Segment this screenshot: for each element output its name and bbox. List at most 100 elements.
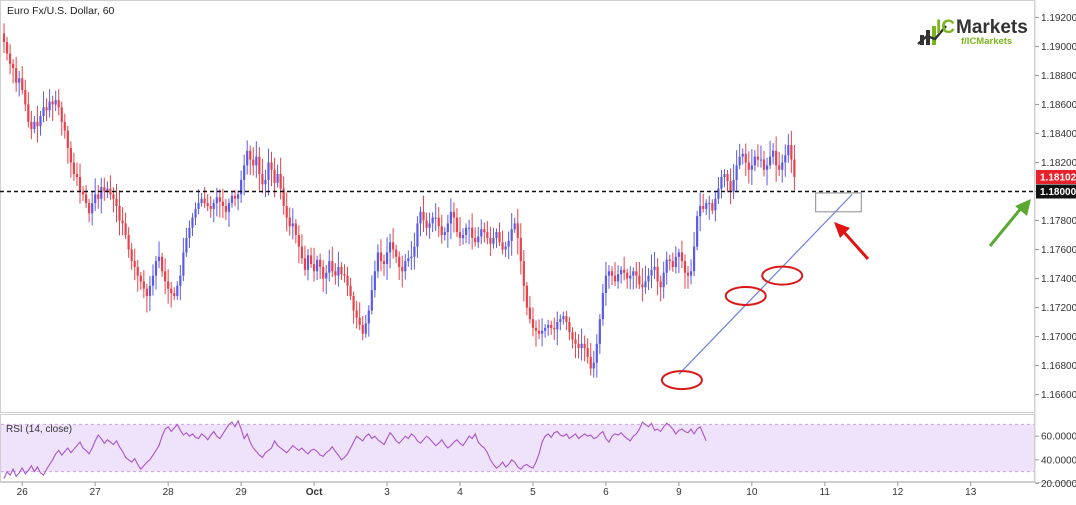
candle	[683, 254, 687, 289]
candle	[468, 219, 471, 245]
candle-body	[282, 188, 285, 206]
candle	[656, 258, 659, 296]
candle	[544, 324, 547, 338]
candle	[589, 343, 592, 376]
time-tick-label: 6	[603, 487, 609, 498]
candle-body	[574, 339, 577, 344]
candle	[27, 92, 30, 128]
candle-body	[18, 78, 21, 83]
price-tick-label: 1.17000	[1041, 332, 1076, 343]
candle-body	[316, 259, 319, 272]
candle	[598, 314, 601, 354]
candle-body	[54, 100, 57, 105]
candle	[577, 334, 580, 359]
candle	[486, 221, 489, 245]
logo-brand-prefix: IC	[936, 17, 955, 38]
rsi-tick-label: 20.0000	[1041, 479, 1076, 490]
candle	[270, 151, 273, 187]
candle	[662, 261, 665, 299]
candle	[200, 192, 203, 207]
candle	[236, 190, 240, 211]
candle-body	[592, 362, 595, 369]
candle-body	[680, 252, 684, 262]
candle	[404, 253, 407, 280]
candle	[674, 246, 677, 274]
candle-body	[255, 156, 258, 166]
candle-body	[349, 285, 352, 296]
candle	[392, 228, 395, 259]
candle-body	[416, 223, 419, 247]
candle	[300, 234, 304, 264]
candle	[258, 147, 261, 191]
candle-body	[492, 237, 495, 244]
candle	[793, 145, 796, 191]
candle	[772, 143, 775, 165]
candle-body	[279, 174, 282, 189]
time-axis: 26 27 28 29 Oct 3 4 5 6 9 10 11 12 13	[17, 482, 977, 498]
candle-body	[735, 165, 738, 180]
candle-body	[753, 156, 756, 166]
candle	[547, 319, 550, 336]
time-tick-label: 11	[820, 487, 831, 498]
candle-body	[428, 223, 431, 228]
candle	[753, 150, 756, 172]
candle-body	[775, 150, 778, 166]
candle	[316, 255, 319, 280]
time-tick-label: 29	[236, 487, 248, 498]
candle	[413, 232, 416, 270]
candle	[729, 168, 732, 205]
candle	[540, 318, 544, 347]
candle	[562, 311, 565, 325]
candle-body	[340, 266, 343, 275]
candle-body	[392, 242, 395, 250]
candle-body	[170, 288, 173, 294]
candles-layer	[2, 23, 796, 378]
candle-body	[42, 107, 45, 117]
candle	[337, 251, 340, 287]
candle	[224, 198, 228, 221]
candle-body	[437, 217, 440, 227]
candle-body	[553, 327, 556, 330]
candle-body	[507, 240, 510, 247]
candle-body	[656, 266, 659, 282]
candle	[592, 351, 595, 378]
candle	[45, 98, 48, 122]
candle	[51, 95, 54, 121]
candle	[72, 152, 76, 181]
candle-body	[124, 223, 127, 236]
candle	[233, 189, 237, 207]
candle-body	[772, 150, 775, 157]
candle	[437, 207, 440, 237]
candle	[784, 144, 787, 177]
candle	[775, 136, 778, 182]
candle-body	[729, 181, 732, 192]
candle-body	[367, 310, 370, 324]
candle	[647, 268, 650, 291]
candle-body	[309, 255, 313, 265]
candle	[571, 327, 574, 349]
candle-body	[45, 107, 48, 111]
logo-bars-icon	[917, 25, 947, 45]
price-panel-frame	[0, 0, 1035, 413]
candle-body	[471, 227, 474, 238]
candle-body	[504, 246, 507, 250]
candle-body	[39, 116, 42, 127]
candle-body	[303, 258, 307, 270]
ic-markets-logo: IC Markets f/ICMarkets	[917, 17, 1028, 47]
candle	[702, 193, 705, 213]
candle-body	[431, 217, 434, 224]
annotation-layer	[660, 192, 1031, 391]
candle	[474, 227, 477, 247]
rsi-tick-label: 60.0000	[1041, 432, 1076, 443]
candle	[741, 148, 744, 165]
candle-body	[522, 261, 525, 286]
candle	[699, 192, 702, 232]
candle	[659, 275, 662, 302]
candle-body	[550, 324, 553, 328]
candle	[425, 212, 428, 236]
candle-body	[188, 227, 191, 238]
candle-body	[388, 242, 392, 253]
candle	[279, 157, 282, 200]
candle	[325, 265, 328, 295]
